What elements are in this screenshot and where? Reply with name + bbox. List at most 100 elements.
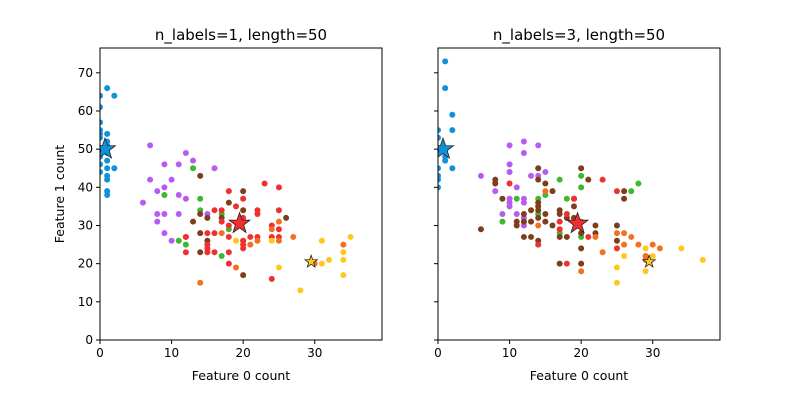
point-brown [592, 222, 599, 229]
point-red [225, 188, 232, 195]
centroid-star [100, 136, 117, 160]
point-purple [168, 237, 175, 244]
point-brown [204, 214, 211, 221]
x-axis-label: Feature 0 count [530, 368, 628, 383]
point-blue [449, 127, 456, 134]
point-yellow [649, 253, 656, 260]
y-tick-label: 30 [78, 218, 93, 232]
point-green [175, 237, 182, 244]
point-blue [104, 176, 111, 183]
point-purple [175, 211, 182, 218]
point-brown [613, 222, 620, 229]
point-blue [104, 191, 111, 198]
point-red [204, 249, 211, 256]
x-tick: 10 [164, 340, 179, 360]
centroid-star [227, 211, 252, 234]
point-brown [563, 233, 570, 240]
point-orange [542, 188, 549, 195]
point-blue [111, 92, 118, 99]
point-orange [599, 249, 606, 256]
point-green [182, 241, 189, 248]
point-orange [290, 233, 297, 240]
point-brown [535, 176, 542, 183]
point-brown [520, 211, 527, 218]
y-tick-label: 20 [78, 257, 93, 271]
point-green [635, 180, 642, 187]
point-blue [104, 130, 111, 137]
point-purple [161, 184, 168, 191]
point-yellow [340, 272, 347, 279]
point-brown [613, 237, 620, 244]
point-red [506, 180, 513, 187]
point-yellow [340, 249, 347, 256]
point-purple [520, 199, 527, 206]
y-tick: 60 [78, 104, 100, 118]
point-yellow [318, 260, 325, 267]
x-tick-label: 10 [164, 346, 179, 360]
point-purple [506, 169, 513, 176]
point-brown [556, 211, 563, 218]
point-red [225, 260, 232, 267]
point-green [218, 253, 225, 260]
point-orange [621, 230, 628, 237]
centroid-star [565, 211, 590, 234]
point-red [563, 211, 570, 218]
point-blue [442, 85, 449, 92]
point-green [563, 195, 570, 202]
point-orange [613, 230, 620, 237]
point-yellow [613, 264, 620, 271]
y-tick: 10 [78, 295, 100, 309]
point-purple [139, 199, 146, 206]
point-yellow [275, 264, 282, 271]
point-red [556, 218, 563, 225]
point-brown [197, 211, 204, 218]
chart-title: n_labels=3, length=50 [493, 26, 665, 45]
point-red [556, 226, 563, 233]
point-brown [283, 214, 290, 221]
point-red [275, 184, 282, 191]
point-blue [104, 85, 111, 92]
point-purple [147, 142, 154, 149]
point-orange [535, 222, 542, 229]
point-orange [197, 279, 204, 286]
point-brown [542, 218, 549, 225]
point-yellow [678, 245, 685, 252]
point-yellow [326, 256, 333, 263]
x-tick: 30 [307, 340, 322, 360]
point-purple [161, 211, 168, 218]
point-purple [175, 161, 182, 168]
point-purple [513, 184, 520, 191]
point-red [570, 195, 577, 202]
point-orange [635, 241, 642, 248]
point-red [599, 176, 606, 183]
point-brown [492, 180, 499, 187]
point-brown [578, 245, 585, 252]
point-brown [535, 214, 542, 221]
points-layer [100, 85, 354, 294]
point-brown [240, 207, 247, 214]
point-red [232, 203, 239, 210]
point-green [197, 195, 204, 202]
y-tick: 50 [78, 142, 100, 156]
point-red [275, 226, 282, 233]
point-blue [100, 119, 103, 126]
centroid-star [303, 254, 319, 268]
point-brown [556, 260, 563, 267]
x-axis-label: Feature 0 count [192, 368, 290, 383]
point-purple [535, 142, 542, 149]
point-blue [104, 157, 111, 164]
point-red [613, 188, 620, 195]
point-yellow [232, 237, 239, 244]
point-red [211, 207, 218, 214]
x-tick-label: 20 [236, 346, 251, 360]
point-purple [499, 211, 506, 218]
point-orange [232, 264, 239, 271]
point-red [275, 207, 282, 214]
point-red [585, 233, 592, 240]
point-brown [197, 230, 204, 237]
point-green [556, 176, 563, 183]
y-tick-label: 60 [78, 104, 93, 118]
point-brown [549, 222, 556, 229]
point-brown [528, 233, 535, 240]
